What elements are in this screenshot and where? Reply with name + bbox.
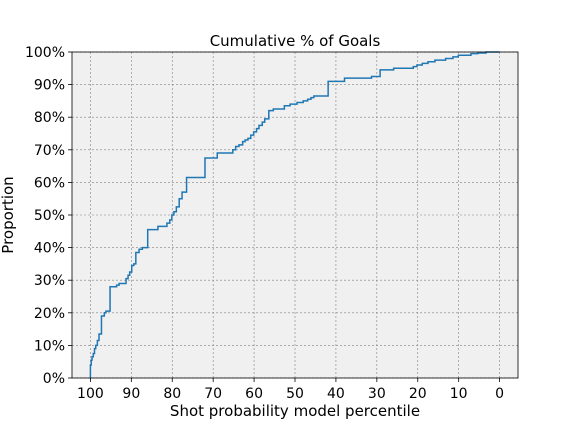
plot-background xyxy=(72,52,518,378)
y-tick-label: 30% xyxy=(34,273,65,289)
y-tick-label: 10% xyxy=(34,338,65,354)
cumulative-step-line xyxy=(89,51,500,378)
y-tick-label: 100% xyxy=(25,45,65,61)
y-tick-label: 50% xyxy=(34,208,65,224)
y-tick-label: 80% xyxy=(34,110,65,126)
x-tick-label: 80 xyxy=(163,386,181,402)
y-tick-label: 70% xyxy=(34,143,65,159)
y-axis: 0% 10% 20% 30% 40% 50% 60% 70% 80% 90% 100% xyxy=(25,45,72,387)
x-tick-label: 50 xyxy=(286,386,304,402)
x-tick-label: 40 xyxy=(327,386,345,402)
y-axis-title: Proportion xyxy=(0,176,17,253)
x-tick-label: 10 xyxy=(450,386,468,402)
y-tick-label: 0% xyxy=(43,371,65,387)
x-tick-label: 90 xyxy=(122,386,140,402)
chart-title: Cumulative % of Goals xyxy=(210,32,381,50)
x-tick-label: 70 xyxy=(204,386,222,402)
y-tick-label: 40% xyxy=(34,241,65,257)
x-axis-title: Shot probability model percentile xyxy=(170,402,420,420)
x-tick-label: 0 xyxy=(495,386,504,402)
x-tick-label: 100 xyxy=(77,386,104,402)
series-layer xyxy=(89,51,500,378)
x-tick-label: 20 xyxy=(409,386,427,402)
y-tick-label: 90% xyxy=(34,78,65,94)
x-axis: 100 90 80 70 60 50 40 30 20 10 0 xyxy=(77,378,504,402)
x-tick-label: 60 xyxy=(245,386,263,402)
x-tick-label: 30 xyxy=(368,386,386,402)
y-tick-label: 60% xyxy=(34,175,65,191)
y-tick-label: 20% xyxy=(34,306,65,322)
